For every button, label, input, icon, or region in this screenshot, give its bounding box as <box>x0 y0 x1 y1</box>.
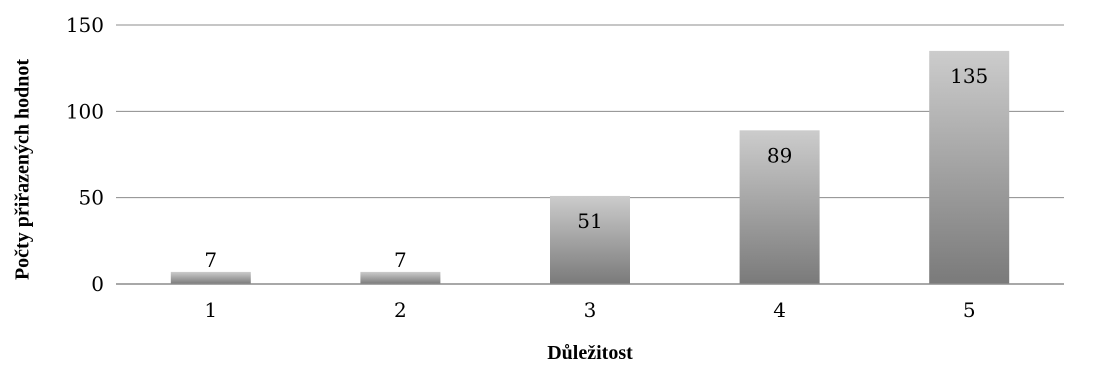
x-tick-label-5: 5 <box>963 298 976 322</box>
gridlines <box>116 24 1064 199</box>
bar-1 <box>170 271 251 284</box>
y-tick-label: 100 <box>66 99 104 123</box>
x-tick-label-2: 2 <box>394 298 407 322</box>
y-tick-labels: 0 50 100 150 <box>66 13 104 296</box>
bars <box>170 50 1010 285</box>
y-tick-label: 150 <box>66 13 104 37</box>
data-labels: 7 7 51 89 135 <box>204 64 988 272</box>
y-axis-title: Počty přiřazených hodnot <box>12 59 34 280</box>
x-axis-title: Důležitost <box>547 342 633 364</box>
bar-3 <box>550 195 630 284</box>
data-label-2: 7 <box>394 248 407 272</box>
bar-4 <box>739 130 820 284</box>
x-tick-label-4: 4 <box>773 298 786 322</box>
x-tick-label-1: 1 <box>204 298 217 322</box>
bar-2 <box>360 271 441 284</box>
x-tick-label-3: 3 <box>584 298 597 322</box>
data-label-1: 7 <box>204 248 217 272</box>
y-tick-label: 0 <box>91 272 104 296</box>
data-label-4: 89 <box>767 143 792 167</box>
y-tick-label: 50 <box>79 186 104 210</box>
x-tick-labels: 1 2 3 4 5 <box>204 298 975 322</box>
data-label-5: 135 <box>950 64 988 88</box>
data-label-3: 51 <box>577 209 602 233</box>
bar-5 <box>929 50 1010 285</box>
